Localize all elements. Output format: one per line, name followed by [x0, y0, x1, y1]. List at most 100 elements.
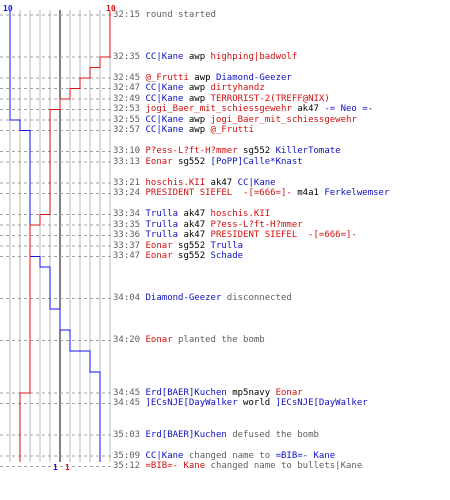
event-time: 34:04	[113, 293, 141, 303]
event-weapon: sg552	[172, 251, 211, 261]
event-player: Eonar	[145, 240, 173, 251]
series-line-1	[19, 10, 111, 462]
event-player: Eonar	[275, 387, 303, 398]
event-message: disconnected	[221, 293, 292, 303]
event-message: planted the bomb	[172, 335, 265, 345]
event-line: 32:53 jogi_Baer_mit_schiessgewehr ak47 -…	[113, 105, 373, 114]
event-player: Diamond-Geezer	[145, 293, 222, 303]
event-player: @_Frutti	[210, 125, 254, 135]
event-player: Erd[BAER]Kuchen	[145, 429, 227, 440]
event-weapon: awp	[183, 125, 211, 135]
event-time: 33:24	[113, 188, 141, 198]
event-player: Eonar	[145, 251, 173, 261]
event-weapon: awp	[183, 93, 211, 104]
event-line: 32:35 CC|Kane awp highping|badwolf	[113, 51, 297, 62]
event-player: Schade	[210, 251, 244, 261]
event-player: Eonar	[145, 156, 173, 167]
event-message: round started	[145, 9, 216, 20]
event-player: =BIB=- Kane	[275, 450, 336, 461]
event-time: 33:47	[113, 251, 141, 261]
event-weapon: ak47	[205, 177, 238, 188]
event-weapon: ak47	[291, 104, 325, 114]
event-player: dirtyhandz	[210, 83, 265, 93]
event-weapon: sg552	[237, 146, 276, 156]
event-player: CC|Kane	[237, 177, 276, 188]
event-player: Eonar	[145, 335, 173, 345]
event-line: 32:15 round started	[113, 9, 216, 20]
event-time: 32:49	[113, 93, 141, 104]
event-player: @_Frutti	[145, 72, 189, 83]
event-weapon: world	[237, 398, 276, 408]
bottom-right-label: 1	[65, 463, 70, 472]
event-player: =BIB=- Kane	[145, 461, 206, 471]
event-weapon: mp5navy	[226, 387, 276, 398]
event-player: CC|Kane	[145, 450, 184, 461]
event-line: 33:10 P?ess-L?ft-H?mmer sg552 KillerToma…	[113, 147, 341, 156]
top-right-label: 10	[106, 4, 116, 13]
event-line: 33:24 PRESIDENT SIEFEL -[=666=]- m4a1 Fe…	[113, 189, 389, 198]
event-time: 33:34	[113, 209, 141, 219]
event-time: 32:35	[113, 51, 141, 62]
event-player: CC|Kane	[145, 125, 184, 135]
event-line: 35:03 Erd[BAER]Kuchen defused the bomb	[113, 429, 319, 440]
event-line: 34:04 Diamond-Geezer disconnected	[113, 294, 292, 303]
event-weapon: sg552	[172, 240, 211, 251]
event-line: 32:49 CC|Kane awp TERRORIST-2(TREFF@NIX)	[113, 93, 330, 104]
event-player: -= Neo =-	[324, 104, 374, 114]
event-time: 33:21	[113, 177, 141, 188]
event-player: Trulla	[210, 240, 244, 251]
event-message: changed name to	[183, 450, 276, 461]
event-player: P?ess-L?ft-H?mmer	[210, 219, 303, 230]
event-player: CC|Kane	[145, 83, 184, 93]
event-line: 32:47 CC|Kane awp dirtyhandz	[113, 84, 265, 93]
event-time: 33:13	[113, 156, 141, 167]
event-line: 33:35 Trulla ak47 P?ess-L?ft-H?mmer	[113, 219, 303, 230]
event-line: 33:36 Trulla ak47 PRESIDENT SIEFEL -[=66…	[113, 231, 357, 240]
event-weapon: ak47	[178, 230, 211, 240]
event-player: jogi_Baer_mit_schiessgewehr	[210, 114, 357, 125]
event-message: defused the bomb	[226, 429, 319, 440]
event-weapon: awp	[188, 72, 216, 83]
event-weapon: ak47	[178, 209, 211, 219]
event-weapon: sg552	[172, 156, 211, 167]
bottom-left-label: 1	[53, 463, 58, 472]
event-line: 33:34 Trulla ak47 hoschis.KII	[113, 210, 270, 219]
event-player: hoschis.KII	[145, 177, 206, 188]
event-line: 32:57 CC|Kane awp @_Frutti	[113, 126, 254, 135]
event-player: hoschis.KII	[210, 209, 271, 219]
event-time: 32:53	[113, 104, 141, 114]
event-player: Diamond-Geezer	[215, 72, 292, 83]
event-player: CC|Kane	[145, 93, 184, 104]
event-player: Trulla	[145, 230, 179, 240]
event-time: 32:57	[113, 125, 141, 135]
event-line: 33:21 hoschis.KII ak47 CC|Kane	[113, 177, 276, 188]
event-player: [PoPP]Calle*Knast	[210, 156, 303, 167]
event-time: 32:15	[113, 9, 141, 20]
event-time: 33:35	[113, 219, 141, 230]
event-time: 35:12	[113, 461, 141, 471]
event-player: TERRORIST-2(TREFF@NIX)	[210, 93, 330, 104]
event-time: 35:09	[113, 450, 141, 461]
event-line: 33:37 Eonar sg552 Trulla	[113, 240, 244, 251]
event-line: 35:09 CC|Kane changed name to =BIB=- Kan…	[113, 450, 336, 461]
event-weapon: awp	[183, 51, 211, 62]
event-time: 35:03	[113, 429, 141, 440]
event-player: CC|Kane	[145, 114, 184, 125]
top-left-label: 10	[3, 4, 13, 13]
event-player: CC|Kane	[145, 51, 184, 62]
event-player: Ferkelwemser	[324, 188, 390, 198]
event-player: PRESIDENT SIEFEL -[=666=]-	[145, 188, 292, 198]
event-time: 33:10	[113, 146, 141, 156]
event-player: P?ess-L?ft-H?mmer	[145, 146, 238, 156]
series-line-0	[9, 10, 101, 462]
event-time: 34:45	[113, 387, 141, 398]
event-player: Erd[BAER]Kuchen	[145, 387, 227, 398]
event-weapon: awp	[183, 83, 211, 93]
event-player: ]ECsNJE[DayWalker	[145, 398, 238, 408]
event-line: 34:45 Erd[BAER]Kuchen mp5navy Eonar	[113, 387, 303, 398]
event-message: changed name to bullets|Kane	[205, 461, 363, 471]
event-line: 34:20 Eonar planted the bomb	[113, 336, 265, 345]
event-time: 32:47	[113, 83, 141, 93]
